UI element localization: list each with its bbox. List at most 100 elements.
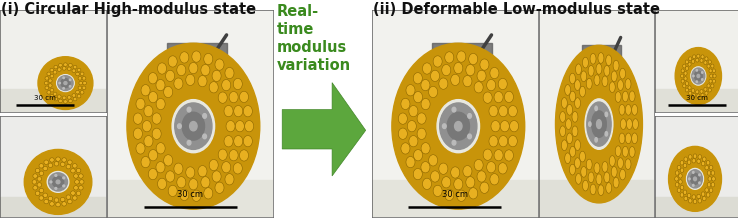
Circle shape [711, 171, 714, 175]
Circle shape [67, 96, 71, 99]
Circle shape [422, 178, 432, 190]
Circle shape [417, 128, 426, 139]
Circle shape [712, 69, 716, 73]
Circle shape [452, 107, 456, 112]
Circle shape [613, 60, 619, 71]
Circle shape [439, 78, 448, 89]
Circle shape [697, 94, 700, 98]
Circle shape [499, 105, 508, 117]
Circle shape [632, 105, 638, 115]
Circle shape [244, 121, 254, 132]
Circle shape [610, 82, 615, 93]
Circle shape [588, 172, 594, 183]
Text: Real-
time
modulus
variation: Real- time modulus variation [277, 4, 351, 73]
Circle shape [56, 157, 61, 161]
Circle shape [712, 79, 716, 83]
Circle shape [54, 97, 58, 101]
Text: (i) Circular High-modulus state: (i) Circular High-modulus state [1, 2, 257, 17]
Circle shape [447, 112, 469, 140]
Circle shape [224, 105, 233, 117]
Circle shape [679, 180, 682, 184]
Circle shape [134, 113, 142, 124]
Circle shape [683, 190, 687, 194]
Circle shape [78, 86, 82, 90]
Circle shape [508, 105, 517, 117]
Circle shape [681, 69, 684, 73]
Circle shape [602, 161, 608, 172]
Bar [107, 180, 273, 217]
Circle shape [239, 91, 249, 103]
Circle shape [610, 156, 615, 166]
Circle shape [62, 158, 66, 162]
Circle shape [212, 171, 221, 182]
Circle shape [582, 180, 588, 191]
Bar [107, 10, 273, 180]
Circle shape [709, 165, 713, 170]
Circle shape [61, 197, 65, 202]
Circle shape [49, 79, 52, 83]
Circle shape [700, 89, 703, 93]
Circle shape [567, 133, 573, 144]
Circle shape [622, 146, 628, 157]
Ellipse shape [676, 51, 721, 104]
Circle shape [229, 91, 238, 103]
Circle shape [77, 68, 81, 72]
Circle shape [190, 122, 197, 131]
Circle shape [187, 140, 191, 145]
Circle shape [409, 136, 418, 147]
Circle shape [709, 69, 712, 73]
Circle shape [629, 91, 635, 102]
Circle shape [136, 143, 145, 154]
Circle shape [156, 162, 165, 173]
Circle shape [689, 57, 692, 61]
Circle shape [596, 64, 602, 74]
Circle shape [157, 63, 167, 74]
Circle shape [127, 43, 260, 209]
Circle shape [152, 113, 161, 124]
Circle shape [54, 65, 58, 69]
Text: 30 cm: 30 cm [34, 95, 56, 101]
Circle shape [706, 193, 710, 197]
Circle shape [165, 171, 175, 182]
Circle shape [413, 73, 422, 84]
Circle shape [452, 140, 456, 145]
Circle shape [74, 186, 78, 190]
Circle shape [477, 171, 486, 182]
Circle shape [466, 64, 475, 76]
Circle shape [705, 57, 708, 61]
Circle shape [445, 52, 454, 63]
Circle shape [82, 76, 86, 80]
Circle shape [43, 166, 47, 171]
Circle shape [611, 71, 617, 82]
Circle shape [75, 180, 79, 184]
Circle shape [83, 81, 86, 85]
Circle shape [692, 184, 694, 186]
Circle shape [499, 136, 508, 147]
Circle shape [187, 107, 191, 112]
Circle shape [178, 124, 182, 128]
Circle shape [63, 100, 67, 103]
Circle shape [700, 59, 703, 62]
Circle shape [604, 66, 610, 76]
Circle shape [686, 60, 689, 64]
Circle shape [406, 85, 415, 96]
Circle shape [165, 70, 175, 82]
Circle shape [203, 134, 207, 139]
Circle shape [688, 86, 691, 90]
Circle shape [182, 112, 204, 140]
Circle shape [164, 86, 173, 98]
Circle shape [618, 158, 624, 168]
Circle shape [708, 88, 711, 92]
Circle shape [192, 190, 201, 201]
Circle shape [57, 75, 75, 91]
Circle shape [711, 64, 714, 68]
Circle shape [463, 165, 472, 177]
Circle shape [421, 143, 430, 154]
Circle shape [39, 188, 44, 193]
Circle shape [186, 167, 195, 178]
Bar [655, 10, 738, 89]
Circle shape [707, 64, 710, 68]
Circle shape [33, 186, 38, 190]
Ellipse shape [669, 151, 721, 211]
Circle shape [204, 188, 213, 199]
